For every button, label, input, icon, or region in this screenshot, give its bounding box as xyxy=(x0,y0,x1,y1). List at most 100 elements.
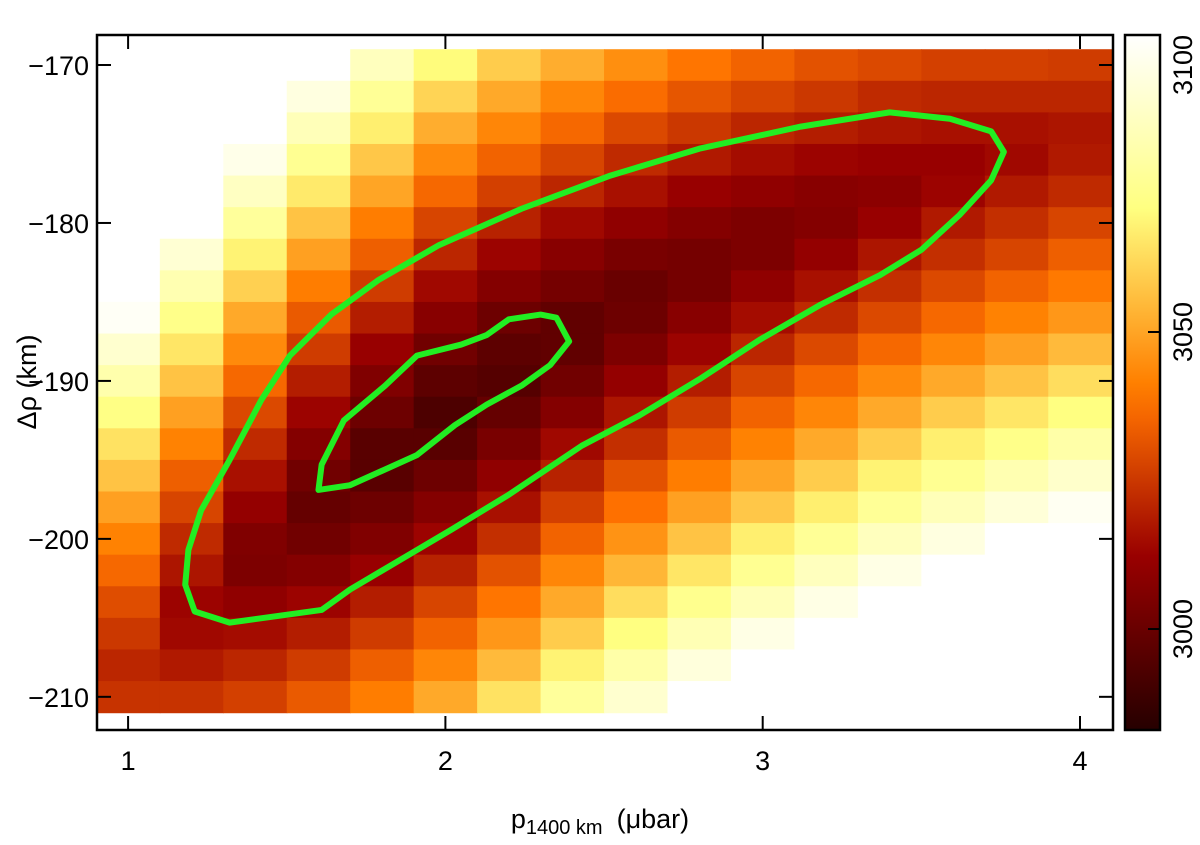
heatmap-cell xyxy=(413,523,478,556)
heatmap-cell xyxy=(604,270,669,303)
heatmap-cell xyxy=(413,617,478,651)
contour-line xyxy=(315,311,573,493)
heatmap-cell xyxy=(477,554,542,587)
heatmap-cell xyxy=(730,175,796,208)
heatmap-cell xyxy=(350,333,415,366)
heatmap-cell xyxy=(604,523,669,556)
colorbar-tick-label: 3100 xyxy=(1168,35,1198,95)
heatmap-cell xyxy=(286,365,351,398)
heatmap-cell xyxy=(984,270,1049,303)
heatmap-cell xyxy=(540,649,605,682)
heatmap-cell xyxy=(159,617,224,651)
heatmap-cell xyxy=(857,301,922,335)
heatmap-cell xyxy=(730,238,796,271)
heatmap-cell xyxy=(286,143,351,177)
heatmap-cell xyxy=(667,49,732,82)
heatmap-cell xyxy=(794,238,859,271)
heatmap-cell xyxy=(857,207,922,240)
heatmap-cell xyxy=(350,459,415,493)
heatmap-cell xyxy=(350,80,415,113)
heatmap-cell xyxy=(794,143,859,177)
heatmap-cell xyxy=(540,207,605,240)
heatmap-cell xyxy=(984,491,1049,524)
y-tick-label: −170 xyxy=(28,51,89,81)
heatmap-cell xyxy=(159,491,224,524)
heatmap-cell xyxy=(857,617,922,651)
heatmap-cell xyxy=(604,491,669,524)
heatmap-cell xyxy=(730,301,796,335)
heatmap-cell xyxy=(921,617,986,651)
heatmap-cell xyxy=(540,681,605,714)
heatmap-cell xyxy=(1048,270,1113,303)
heatmap-cell xyxy=(350,523,415,556)
heatmap-cell xyxy=(857,586,922,619)
heatmap-cell xyxy=(96,270,161,303)
heatmap-cell xyxy=(984,523,1049,556)
heatmap-cell xyxy=(413,649,478,682)
heatmap-cell xyxy=(730,80,796,113)
heatmap-cell xyxy=(667,459,732,493)
heatmap-cell xyxy=(667,207,732,240)
x-label-sub: 1400 km xyxy=(526,817,603,839)
heatmap-cell xyxy=(794,365,859,398)
heatmap-cell xyxy=(477,681,542,714)
heatmap-cell xyxy=(730,554,796,587)
heatmap-cell xyxy=(1048,238,1113,271)
heatmap-cell xyxy=(794,207,859,240)
x-label-unit: (μbar) xyxy=(617,804,690,834)
colorbar-tick-label: 3000 xyxy=(1168,599,1198,659)
heatmap-cell xyxy=(667,649,732,682)
x-tick-label: 4 xyxy=(1072,746,1087,776)
heatmap-cell xyxy=(921,491,986,524)
heatmap-cell xyxy=(667,333,732,366)
heatmap-cell xyxy=(477,523,542,556)
heatmap-cell xyxy=(794,428,859,461)
heatmap-cell xyxy=(667,80,732,113)
heatmap-cell xyxy=(540,143,605,177)
heatmap-cell xyxy=(857,80,922,113)
heatmap-cell xyxy=(667,554,732,587)
heatmap-cell xyxy=(350,49,415,82)
y-tick-label: −180 xyxy=(28,209,89,239)
heatmap-cell xyxy=(477,270,542,303)
heatmap-cell xyxy=(477,143,542,177)
heatmap-cell xyxy=(794,49,859,82)
heatmap-cell xyxy=(223,143,288,177)
heatmap-cell xyxy=(857,143,922,177)
heatmap-cell xyxy=(223,80,288,113)
heatmap-cell xyxy=(667,523,732,556)
heatmap-cell xyxy=(794,333,859,366)
x-axis-label: p1400 km (μbar) xyxy=(511,804,689,839)
heatmap-cell xyxy=(730,681,796,714)
heatmap-cell xyxy=(1048,586,1113,619)
heatmap-cell xyxy=(921,586,986,619)
heatmap-cell xyxy=(223,112,288,145)
x-tick-label: 3 xyxy=(755,746,770,776)
heatmap-cell xyxy=(1048,175,1113,208)
heatmap-cell xyxy=(794,554,859,587)
heatmap-cell xyxy=(477,333,542,366)
heatmap-cell xyxy=(477,112,542,145)
heatmap-cell xyxy=(96,428,161,461)
heatmap-cell xyxy=(730,396,796,429)
heatmap-cell xyxy=(350,586,415,619)
heatmap-cell xyxy=(477,459,542,493)
heatmap-cell xyxy=(286,554,351,587)
heatmap-cell xyxy=(286,207,351,240)
heatmap-cell xyxy=(730,491,796,524)
heatmap-cell xyxy=(794,586,859,619)
heatmap-cell xyxy=(604,554,669,587)
heatmap-cell xyxy=(921,554,986,587)
heatmap-cell xyxy=(413,554,478,587)
heatmap-cell xyxy=(413,175,478,208)
x-tick-label: 1 xyxy=(121,746,136,776)
heatmap-cell xyxy=(159,428,224,461)
heatmap-cell xyxy=(540,428,605,461)
heatmap-cell xyxy=(159,301,224,335)
heatmap-cell xyxy=(413,143,478,177)
heatmap-cell xyxy=(984,175,1049,208)
heatmap-cell xyxy=(604,428,669,461)
heatmap-cell xyxy=(540,523,605,556)
heatmap-cell xyxy=(984,586,1049,619)
